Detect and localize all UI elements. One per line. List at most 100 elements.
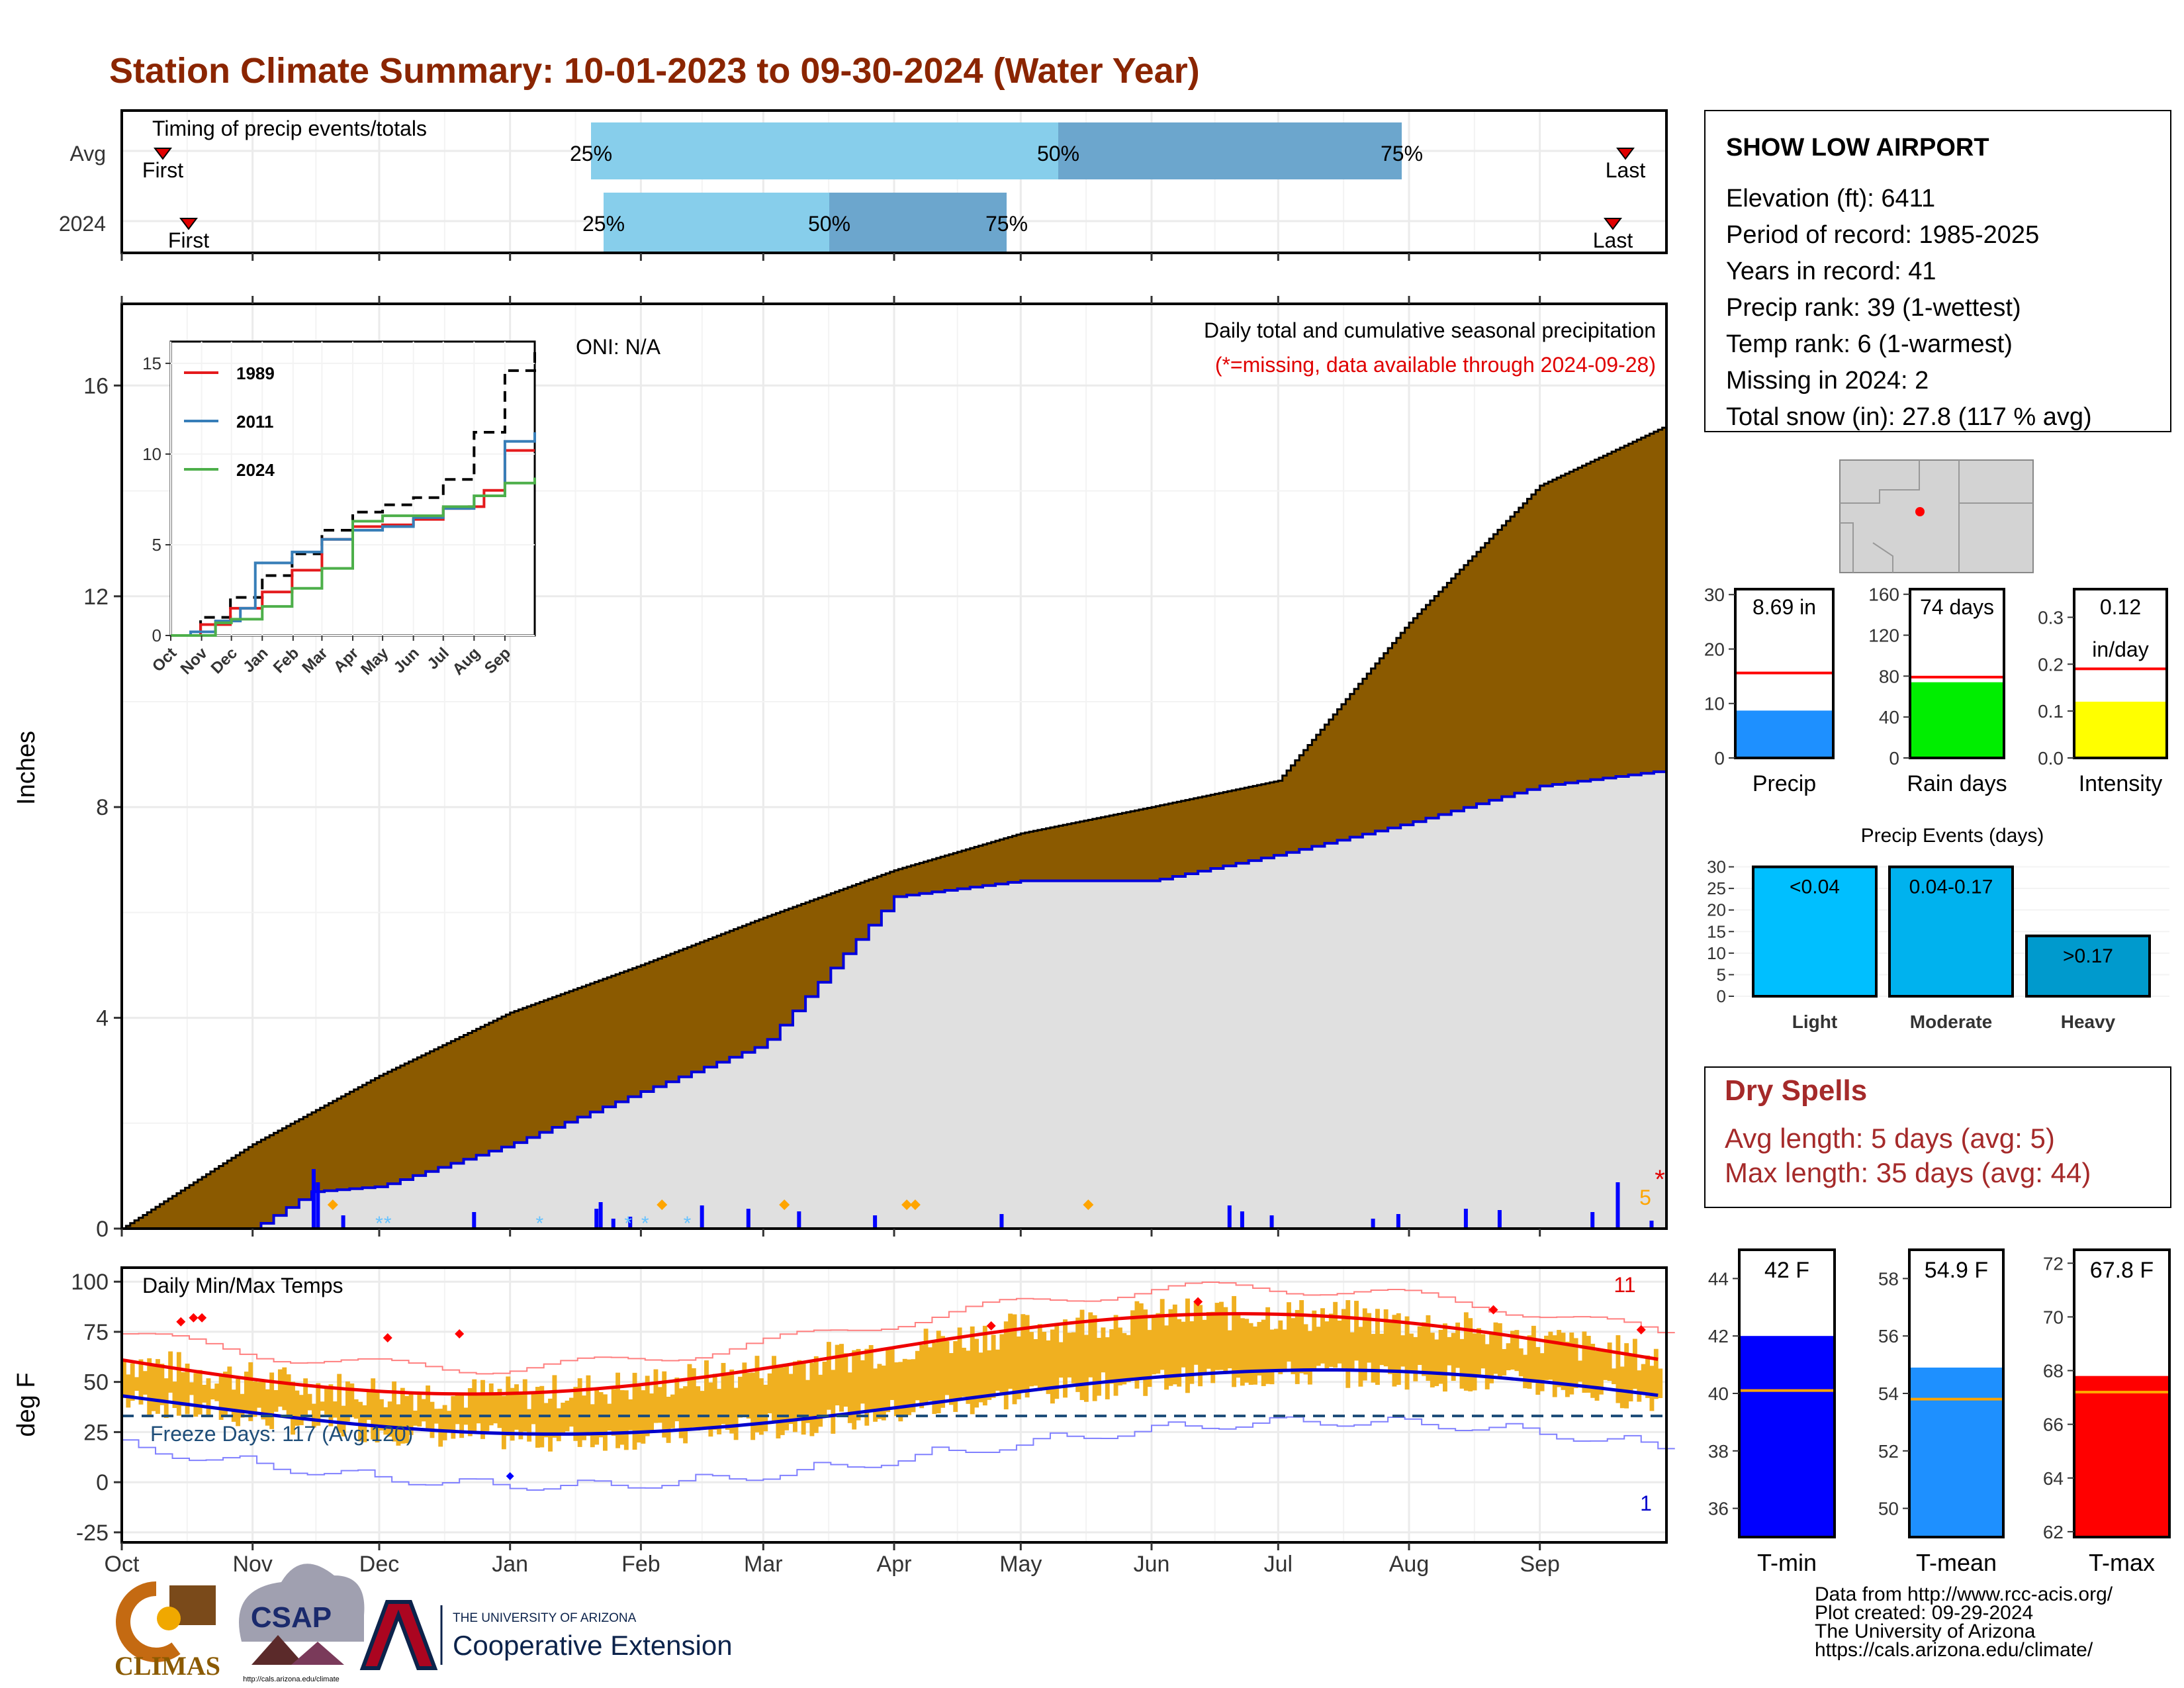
events-ytick-label: 10 [1707,943,1726,963]
daily-temp-bar [1126,1335,1131,1382]
daily-temp-bar [868,1344,874,1410]
2024-last-marker [1604,218,1622,230]
daily-temp-bar [1426,1315,1431,1381]
daily-temp-bar [1557,1330,1562,1387]
daily-temp-bar [1248,1323,1253,1385]
daily-temp-bar [455,1392,460,1425]
daily-precip-bar [628,1217,633,1229]
daily-temp-bar [573,1387,578,1441]
daily-temp-bar [1307,1331,1312,1385]
event-marker [1083,1199,1094,1210]
daily-temp-bar [218,1376,224,1420]
daily-temp-bar [1434,1339,1439,1386]
daily-temp-bar [586,1375,591,1436]
inset-chart: 1989 2011 2024 051015OctNovDecJanFebMarA… [142,340,536,679]
temp-bar-ytick-label: 40 [1708,1383,1729,1404]
daily-temp-bar [881,1365,886,1421]
inset-ytick-label: 0 [152,626,161,645]
daily-temp-bar [1042,1331,1047,1389]
events-bar [1752,865,1878,998]
daily-temp-bar [1219,1301,1224,1370]
daily-precip-bar [1590,1212,1595,1229]
daily-temp-bar [1079,1309,1085,1400]
daily-temp-bar [700,1391,705,1427]
daily-temp-bar [353,1399,359,1419]
daily-temp-bar [822,1361,827,1417]
daily-temp-bar [1333,1301,1338,1368]
daily-temp-bar [738,1376,743,1418]
daily-temp-bar [1291,1318,1296,1374]
daily-temp-bar [1388,1321,1392,1374]
daily-temp-bar [286,1374,291,1417]
daily-temp-bar [1168,1309,1173,1386]
daily-temp-bar [1109,1329,1115,1384]
daily-temp-bar [1518,1348,1524,1377]
station-name: SHOW LOW AIRPORT [1726,134,1989,162]
precip-ytick-label: 16 [83,373,109,399]
daily-temp-bar [392,1381,397,1442]
daily-temp-bar [637,1383,641,1443]
daily-temp-bar [725,1373,730,1430]
avg-iqr-high [1058,122,1402,179]
daily-temp-bar [1586,1336,1591,1393]
daily-temp-bar [788,1374,794,1425]
daily-temp-bar [417,1395,422,1427]
daily-temp-bar [864,1348,870,1426]
daily-temp-bar [227,1366,232,1409]
daily-temp-bar [168,1351,173,1393]
record-high-marker [986,1321,996,1331]
daily-temp-bar [493,1392,498,1424]
daily-temp-bar [1615,1335,1621,1403]
daily-temp-bar [1172,1304,1177,1385]
daily-temp-bar [948,1353,954,1405]
inset-ytick-label: 10 [142,444,161,464]
daily-temp-bar [1422,1322,1427,1376]
daily-temp-bar [1316,1327,1321,1366]
daily-temp-bar [898,1362,903,1422]
daily-temp-bar [662,1371,667,1438]
mini-bar-value: 8.69 in [1752,595,1816,619]
daily-temp-bar [1463,1312,1469,1391]
events-ytick-label: 15 [1707,921,1726,941]
temp-ytick-label: 50 [83,1370,109,1395]
daily-temp-bar [1641,1364,1646,1394]
daily-temp-bar [193,1373,199,1417]
daily-temp-bar [1523,1354,1528,1389]
daily-temp-bar [970,1326,975,1415]
daily-temp-bar [1232,1295,1237,1387]
event-marker [657,1199,668,1210]
daily-temp-bar [1371,1334,1376,1383]
temp-bar-label: T-mean [1916,1549,1997,1576]
mini-bar-ytick-label: 0 [1714,748,1725,769]
precip-ytick-label: 4 [96,1006,109,1031]
daily-temp-bar [784,1366,790,1430]
daily-temp-bar [1122,1333,1127,1385]
daily-temp-bar [1561,1333,1566,1390]
temp-bar-ytick-label: 58 [1878,1268,1899,1289]
daily-temp-bar [991,1335,996,1398]
daily-temp-bar [1185,1298,1190,1393]
daily-temp-bar [1273,1329,1279,1372]
daily-temp-bar [1029,1332,1034,1387]
avg-iqr-low [591,122,1058,179]
daily-temp-bar [995,1349,1000,1391]
daily-temp-bar [189,1382,194,1395]
daily-precip-bar [746,1209,751,1229]
events-bar-label: 0.04-0.17 [1909,876,1993,898]
daily-temp-bar [590,1404,595,1448]
daily-temp-bar [181,1372,186,1407]
daily-temp-bar [387,1401,392,1437]
daily-temp-bar [1177,1319,1182,1387]
daily-temp-bar [1037,1324,1042,1391]
daily-precip-bar [1227,1205,1232,1229]
daily-temp-bar [645,1376,650,1436]
daily-temp-bar [134,1377,140,1391]
events-bar [1888,865,2014,998]
daily-temp-bar [623,1390,629,1450]
daily-temp-bar [345,1381,350,1422]
daily-temp-bar [611,1389,616,1436]
daily-temp-bar [776,1365,781,1438]
missing-marker: * [1655,1165,1665,1194]
avg-last-marker [1616,148,1635,160]
daily-temp-bar [1544,1335,1549,1380]
